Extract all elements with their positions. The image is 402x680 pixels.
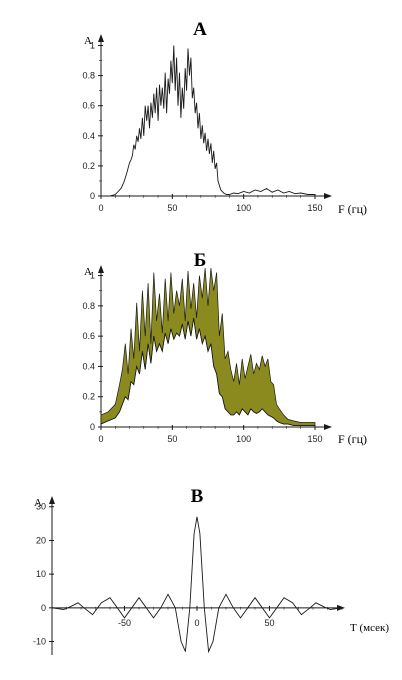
panel-b: Б А F (гц) 0 0.2 0.4 0.6 0.8 1 0 50 100 150	[82, 250, 367, 446]
x-axis-arrow	[324, 424, 332, 430]
spectrum-line	[101, 45, 315, 197]
y-tick-label: 0.4	[82, 131, 95, 141]
panel-c: В А Т (мсек) -10 0 10 20 30 -50 0 50	[33, 486, 389, 655]
panel-b-xlabel: F (гц)	[338, 432, 367, 446]
y-tick-label: 0.6	[82, 331, 95, 341]
x-axis-arrow	[324, 193, 332, 199]
y-tick-label: 0.2	[82, 161, 95, 171]
y-tick-label: 0.2	[82, 392, 95, 402]
y-tick-label: 0	[90, 422, 95, 432]
panel-c-xlabel: Т (мсек)	[350, 622, 389, 634]
x-tick-label: 150	[307, 203, 322, 213]
panel-a-ylabel: А	[84, 35, 92, 47]
x-tick-label: 0	[194, 618, 199, 628]
signal-line	[51, 516, 343, 654]
y-tick-label: 10	[36, 569, 46, 579]
x-tick-label: 150	[307, 434, 322, 444]
y-tick-label: 0	[41, 603, 46, 613]
panel-c-title: В	[191, 486, 204, 507]
y-tick-label: 0.6	[82, 101, 95, 111]
x-tick-label: 50	[167, 434, 177, 444]
x-tick-label: 0	[98, 203, 103, 213]
panel-a: А А F (гц) 0 0.2 0.4 0.6 0.8 1 0 50 100 150	[82, 19, 367, 216]
y-tick-label: 0	[90, 191, 95, 201]
y-tick-label: -10	[33, 637, 46, 647]
y-axis-arrow	[49, 496, 55, 504]
y-axis-arrow	[98, 34, 104, 42]
x-tick-label: 50	[167, 203, 177, 213]
x-tick-label: 100	[236, 203, 251, 213]
x-tick-label: 50	[264, 618, 274, 628]
y-axis-arrow	[98, 265, 104, 273]
spectrum-band	[100, 267, 316, 426]
panel-a-title: А	[193, 19, 207, 40]
y-tick-label: 0.4	[82, 361, 95, 371]
y-tick-label: 30	[36, 502, 46, 512]
x-tick-label: 100	[236, 434, 251, 444]
x-tick-label: -50	[118, 618, 131, 628]
y-tick-label: 1	[90, 41, 95, 51]
y-tick-label: 0.8	[82, 301, 95, 311]
y-tick-label: 1	[90, 271, 95, 281]
panel-b-title: Б	[194, 250, 207, 271]
panel-b-ylabel: А	[84, 266, 92, 278]
panel-a-xlabel: F (гц)	[338, 202, 367, 216]
panel-c-ylabel: А	[34, 497, 42, 509]
spectrum-lower-line	[100, 317, 315, 426]
y-tick-label: 0.8	[82, 71, 95, 81]
x-tick-label: 0	[98, 434, 103, 444]
y-tick-label: 20	[36, 535, 46, 545]
